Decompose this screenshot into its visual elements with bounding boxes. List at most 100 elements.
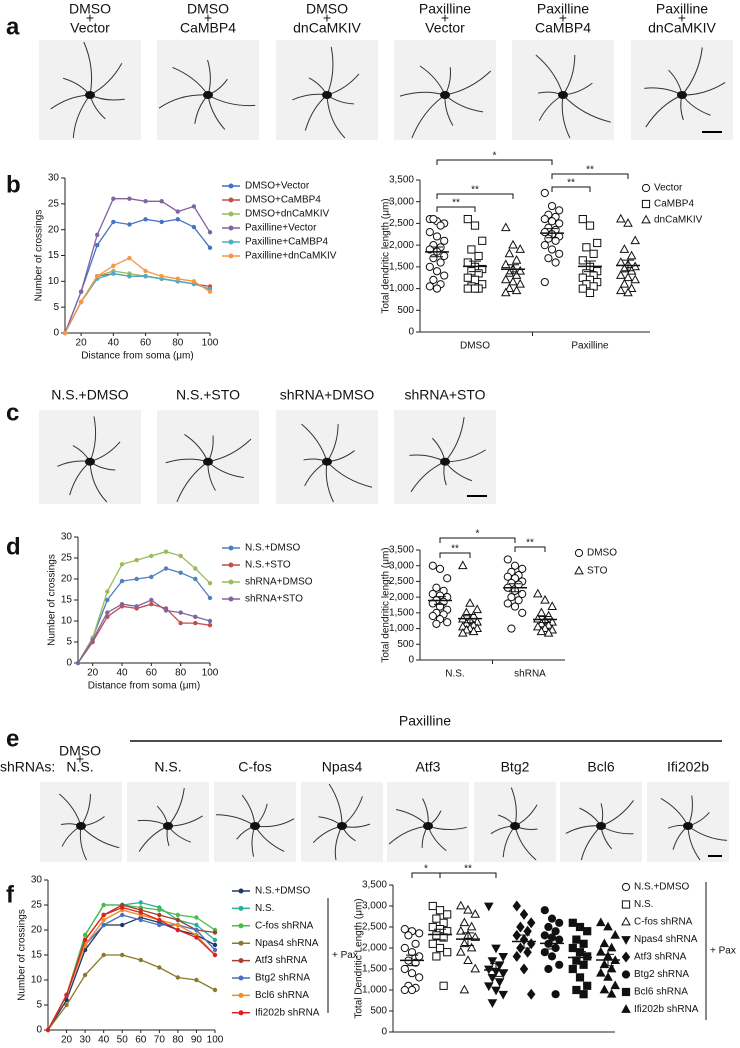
legend-marker <box>228 183 234 189</box>
point <box>599 959 610 969</box>
legend-label: Btg2 shRNA <box>634 969 689 980</box>
legend-label: N.S. <box>255 903 274 914</box>
point <box>463 955 473 964</box>
point <box>207 581 213 586</box>
soma <box>250 822 260 830</box>
micrograph <box>157 410 259 504</box>
significance-bracket <box>551 186 591 192</box>
point <box>62 330 68 336</box>
point <box>515 278 526 288</box>
point <box>466 921 477 931</box>
point <box>178 620 183 626</box>
x-tick-label: 20 <box>87 668 99 679</box>
significance-bracket <box>439 872 497 878</box>
point <box>526 917 536 929</box>
image-label: Vector <box>425 20 465 36</box>
point <box>474 251 483 261</box>
y-tick-label: 20 <box>61 574 73 585</box>
point <box>510 561 520 570</box>
significance-bracket <box>439 537 516 543</box>
point <box>95 273 100 279</box>
point <box>425 262 434 271</box>
legend-label: N.S. <box>634 899 653 910</box>
y-tick-label: 500 <box>397 639 414 650</box>
point <box>159 199 164 204</box>
y-tick-label: 30 <box>61 532 73 543</box>
point <box>149 597 154 603</box>
y-tick-label: 0 <box>381 1027 387 1038</box>
significance-bracket <box>436 206 476 212</box>
point <box>551 236 560 245</box>
legend-marker <box>228 253 234 259</box>
point <box>619 278 630 288</box>
x-tick-label: 40 <box>108 338 120 349</box>
point <box>547 952 557 961</box>
point <box>415 973 424 982</box>
soma <box>683 822 693 830</box>
point <box>572 935 581 944</box>
point <box>75 660 81 666</box>
panel-label: a <box>6 13 20 40</box>
soma <box>677 91 687 99</box>
y-tick-label: 0 <box>408 655 414 666</box>
point <box>483 902 494 912</box>
point <box>623 287 633 297</box>
image-label: + <box>86 10 94 26</box>
image-label: DMSO <box>59 743 101 759</box>
point <box>119 562 125 567</box>
point <box>443 910 452 919</box>
point <box>429 275 438 284</box>
group-label: Paxilline <box>399 713 451 729</box>
category-label: Paxilline <box>571 341 609 352</box>
point <box>435 564 445 573</box>
micrograph <box>39 40 141 140</box>
soma <box>440 457 450 466</box>
point <box>436 221 445 230</box>
point <box>127 273 132 279</box>
point <box>45 1027 51 1033</box>
point <box>101 922 106 928</box>
y-tick-label: 3,000 <box>389 560 414 571</box>
point <box>606 942 617 952</box>
point <box>175 276 180 281</box>
point <box>175 912 181 918</box>
point <box>138 917 143 923</box>
image-label: shRNA+STO <box>404 387 485 403</box>
legend-marker <box>228 562 234 568</box>
image-label: + <box>76 751 84 767</box>
point <box>428 561 437 570</box>
soma <box>76 822 86 830</box>
point <box>463 273 472 282</box>
point <box>432 583 441 592</box>
point <box>159 219 164 225</box>
dendrite <box>326 94 346 139</box>
series-line <box>47 954 216 1031</box>
point <box>455 925 466 935</box>
point <box>400 943 409 953</box>
micrograph <box>39 410 141 504</box>
point <box>404 931 413 940</box>
point <box>603 972 613 981</box>
point <box>515 244 526 253</box>
legend-marker <box>641 214 651 224</box>
legend-marker <box>228 579 234 585</box>
point <box>400 985 409 995</box>
significance-label: * <box>493 151 497 162</box>
point <box>400 964 409 974</box>
x-tick-label: 100 <box>207 1035 224 1046</box>
legend-label: N.S.+STO <box>245 560 291 571</box>
point <box>461 607 472 617</box>
point <box>432 952 441 961</box>
legend-marker <box>641 183 651 193</box>
panel-label: d <box>6 533 21 560</box>
point <box>500 274 511 284</box>
point <box>583 927 592 936</box>
y-tick-label: 30 <box>48 173 60 184</box>
point <box>175 927 181 933</box>
sem-bar <box>584 260 596 273</box>
image-label: CaMBP4 <box>180 20 236 36</box>
point <box>149 553 154 559</box>
point <box>149 602 154 607</box>
panel-label: f <box>6 881 15 908</box>
legend-label: shRNA+STO <box>245 594 303 605</box>
